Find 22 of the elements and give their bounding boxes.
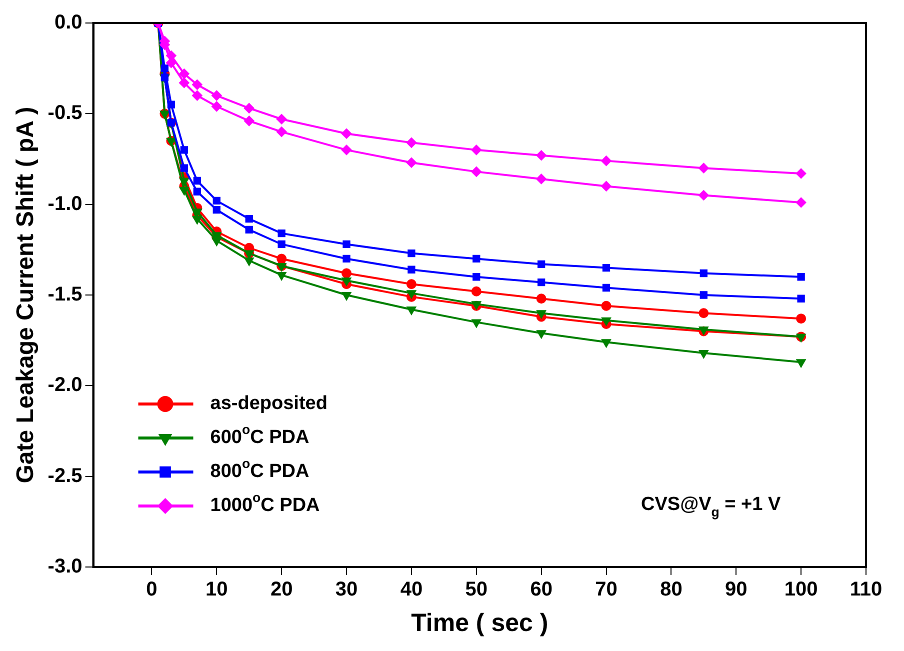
x-tick-label: 90 [725, 578, 748, 601]
y-tick-label: -2.0 [48, 374, 82, 396]
y-tick-label: -3.0 [48, 556, 82, 578]
x-tick-label: 110 [850, 578, 882, 601]
x-tick-label: 0 [146, 578, 158, 601]
x-tick-label: 20 [270, 578, 293, 601]
x-tick-label: 60 [530, 578, 552, 601]
x-tick-label: 40 [400, 578, 423, 601]
y-axis-title: Gate Leakage Current Shift ( pA ) [12, 106, 40, 484]
x-tick-label: 30 [335, 578, 358, 601]
y-tick-label: 0.0 [54, 12, 82, 34]
y-tick-label: -1.0 [48, 192, 82, 215]
x-axis-title: Time ( sec ) [411, 608, 548, 637]
x-tick-label: 80 [660, 578, 682, 601]
legend-label: as-deposited [210, 393, 328, 414]
x-tick-label: 10 [206, 578, 228, 601]
y-tick-label: -1.5 [48, 284, 82, 306]
y-tick-label: -2.5 [48, 464, 82, 487]
y-tick-label: -0.5 [48, 102, 82, 124]
x-tick-label: 70 [595, 578, 618, 601]
x-tick-label: 100 [784, 578, 818, 601]
x-tick-label: 50 [465, 578, 488, 601]
